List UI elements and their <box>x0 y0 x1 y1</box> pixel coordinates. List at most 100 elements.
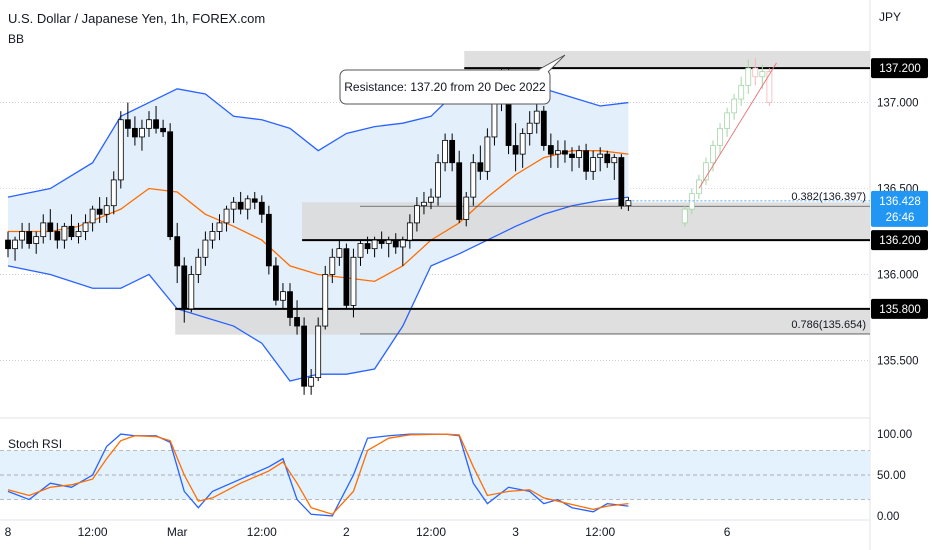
bollinger-indicator-label[interactable]: BB <box>8 32 25 46</box>
candle <box>33 236 40 244</box>
candle <box>618 157 625 207</box>
candle <box>40 222 47 238</box>
candle <box>576 150 582 158</box>
resistance-callout-text: Resistance: 137.20 from 20 Dec 2022 <box>344 80 546 94</box>
stoch-k-line <box>7 433 629 517</box>
time-axis-label: 12:00 <box>78 525 108 539</box>
candle <box>287 291 293 318</box>
candle <box>329 256 336 275</box>
projected-candle <box>745 67 752 86</box>
candle <box>463 196 470 220</box>
candle <box>272 265 279 301</box>
candle <box>442 139 449 164</box>
candle <box>110 179 117 207</box>
candle <box>68 225 75 238</box>
price-axis-label: 136.000 <box>877 269 919 281</box>
candle <box>12 239 18 250</box>
price-axis-label: 137.000 <box>877 98 919 110</box>
fib-level-label: 0.382(136.397) <box>791 191 866 203</box>
candle <box>526 122 533 134</box>
candle <box>484 136 491 172</box>
candle <box>519 133 526 155</box>
candle <box>315 325 322 379</box>
chart-title: U.S. Dollar / Japanese Yen, 1h, FOREX.co… <box>8 11 266 26</box>
candle <box>237 201 244 210</box>
candle <box>230 201 237 210</box>
candle <box>611 157 618 164</box>
candle <box>61 225 68 241</box>
candle <box>209 231 216 241</box>
candle <box>590 157 597 172</box>
time-axis-label: 2 <box>343 525 350 539</box>
price-level-tag <box>871 298 928 319</box>
candle <box>350 256 357 306</box>
candle <box>533 110 540 124</box>
candle <box>547 145 554 155</box>
stoch-rsi-label[interactable]: Stoch RSI <box>8 437 63 451</box>
candle <box>625 200 632 207</box>
sr-zone <box>175 308 870 335</box>
candle <box>19 231 26 241</box>
candle <box>251 198 258 203</box>
candle <box>75 231 82 238</box>
candle <box>604 153 611 164</box>
candle <box>428 196 434 203</box>
candle <box>202 239 209 258</box>
price-level-label: 137.200 <box>879 63 921 75</box>
price-level-label: 135.800 <box>879 304 921 316</box>
candle <box>54 231 61 241</box>
candle <box>139 127 145 138</box>
candle <box>357 243 364 258</box>
price-level-tag <box>871 58 928 79</box>
candle <box>512 145 519 155</box>
currency-label: JPY <box>879 10 902 24</box>
candle <box>265 213 272 267</box>
stoch-d-line <box>7 433 629 516</box>
candle <box>597 153 604 158</box>
projected-candle <box>738 84 745 100</box>
candle <box>308 377 315 387</box>
sr-zone <box>302 202 871 241</box>
projected-candle <box>752 67 759 78</box>
projected-candle <box>717 127 723 146</box>
candle <box>583 150 589 172</box>
candle <box>540 110 547 146</box>
candle <box>399 239 406 248</box>
candle <box>301 325 308 387</box>
candle <box>322 274 329 327</box>
candle <box>181 265 188 310</box>
candle <box>82 222 89 232</box>
projected-candle <box>696 179 702 195</box>
candle <box>336 248 343 258</box>
candle <box>435 162 441 198</box>
candle <box>364 243 371 250</box>
candle <box>47 222 54 232</box>
candle <box>103 205 110 215</box>
candle <box>555 150 561 155</box>
candle <box>385 239 392 244</box>
candle <box>470 162 477 198</box>
candle <box>146 119 152 129</box>
projected-candle <box>724 112 730 129</box>
candle <box>392 239 399 248</box>
price-level-label: 136.200 <box>879 235 921 247</box>
candle <box>124 119 131 129</box>
candle <box>421 201 427 207</box>
candle <box>216 222 223 232</box>
stoch-axis-label: 100.00 <box>877 429 912 441</box>
candle <box>294 317 300 327</box>
time-axis-label: Mar <box>167 525 188 539</box>
candle <box>456 162 463 220</box>
projected-candle <box>703 162 709 181</box>
projected-candle <box>688 193 695 210</box>
time-axis-label: 3 <box>512 525 519 539</box>
projected-candle <box>710 145 716 164</box>
price-level-tag <box>871 230 928 251</box>
candle <box>449 139 456 164</box>
candle <box>96 208 103 215</box>
candle <box>244 198 251 210</box>
candle <box>378 239 385 244</box>
price-axis-label: 135.500 <box>877 355 919 367</box>
resistance-callout <box>339 69 551 105</box>
